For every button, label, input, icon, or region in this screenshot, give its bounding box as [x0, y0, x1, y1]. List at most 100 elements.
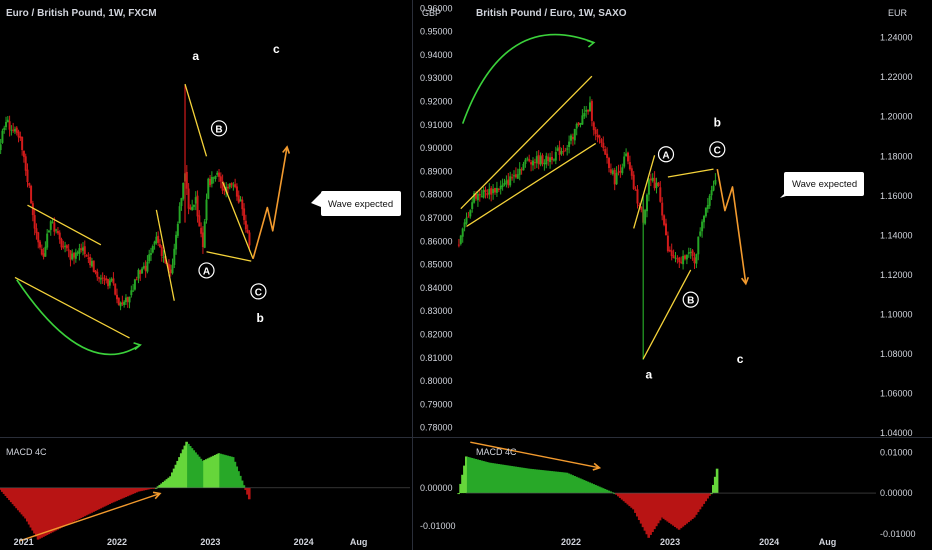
candle-body	[695, 254, 698, 264]
left-wave-labels: a B A Cb c	[192, 42, 280, 325]
macd-bar	[51, 487, 54, 533]
candle-body	[218, 172, 221, 177]
left-price-axis: 0.96000 0.95000 0.94000 0.93000 0.92000 0.910…	[420, 3, 453, 432]
candle-body	[76, 252, 79, 254]
candle-body	[35, 228, 38, 234]
candle-body	[492, 188, 495, 194]
candle-body	[101, 277, 104, 279]
candle-body	[83, 246, 86, 255]
macd-bar	[45, 487, 49, 536]
macd-bar	[560, 472, 563, 494]
macd-bar	[639, 493, 643, 524]
macd-bar	[42, 487, 45, 537]
macd-bar	[599, 487, 603, 494]
macd-bar	[176, 460, 179, 488]
macd-bar	[196, 454, 199, 488]
macd-tick-label: 0.00000	[420, 483, 453, 493]
candle-body	[105, 278, 108, 281]
candle-body	[216, 172, 219, 175]
candle-body	[150, 253, 153, 255]
macd-bar	[552, 471, 555, 494]
candle-body	[459, 235, 462, 244]
candle-body	[585, 109, 588, 112]
macd-bar	[128, 487, 131, 496]
time-tick-label: 2023	[200, 537, 220, 547]
candle-body	[693, 257, 696, 264]
candle-body	[499, 185, 502, 190]
macd-divergence-arrow	[470, 441, 600, 469]
macd-bar	[677, 493, 681, 530]
macd-bar	[131, 487, 135, 494]
candle-body	[541, 154, 544, 164]
macd-tick-label: -0.01000	[880, 529, 916, 539]
candle-body	[457, 244, 460, 246]
candle-body	[562, 151, 565, 153]
macd-bar	[68, 487, 72, 524]
macd-bar	[212, 455, 215, 488]
macd-bar	[77, 487, 81, 519]
candle-body	[96, 271, 99, 278]
macd-bar	[592, 484, 595, 494]
price-tick-label: 0.81000	[420, 353, 453, 363]
candle-body	[3, 127, 6, 130]
left-drawings	[14, 83, 291, 542]
macd-bar	[205, 459, 208, 488]
candle-body	[214, 176, 217, 179]
macd-bar	[174, 464, 178, 488]
price-tick-label: 0.90000	[420, 143, 453, 153]
macd-bar	[226, 455, 230, 488]
candle-body	[110, 279, 113, 281]
candle-body	[196, 195, 199, 217]
macd-bar	[702, 493, 706, 504]
candle-body	[239, 199, 242, 202]
macd-bar	[0, 487, 2, 490]
candle-body	[162, 256, 165, 258]
candle-body	[171, 264, 174, 274]
price-tick-label: 1.06000	[880, 389, 913, 399]
macd-bar	[624, 493, 628, 503]
macd-bar	[208, 457, 212, 488]
candle-body	[69, 250, 72, 260]
macd-bar	[700, 493, 704, 507]
macd-bar	[199, 458, 203, 488]
macd-bar	[136, 487, 140, 492]
trendline	[206, 251, 252, 262]
macd-bar	[192, 450, 196, 488]
green-arrow-curve	[16, 279, 141, 356]
macd-bar	[17, 487, 20, 511]
macd-bar	[156, 486, 160, 488]
right-chart-panel[interactable]: 1.24000 1.22000 1.20000 1.18000 1.16000 1.140…	[457, 33, 916, 547]
candle-body	[564, 150, 567, 152]
candle-body	[638, 204, 641, 206]
macd-bar	[590, 483, 593, 494]
candle-body	[505, 180, 508, 184]
price-tick-label: 0.96000	[420, 3, 453, 13]
macd-bar	[679, 493, 683, 529]
macd-bar	[660, 493, 664, 518]
candle-body	[65, 245, 68, 249]
macd-bar	[94, 487, 97, 511]
price-tick-label: 1.04000	[880, 428, 913, 438]
candle-body	[587, 109, 590, 112]
candle-body	[480, 196, 483, 198]
candle-body	[185, 171, 188, 189]
candle-body	[469, 210, 472, 217]
green-arrow-curve	[461, 33, 595, 124]
trendline	[633, 155, 656, 229]
price-tick-label: 1.16000	[880, 191, 913, 201]
macd-bar	[4, 487, 8, 496]
left-chart-panel[interactable]: 0.96000 0.95000 0.94000 0.93000 0.92000 0.910…	[0, 3, 456, 547]
macd-bar	[531, 469, 535, 494]
macd-bar	[86, 487, 90, 515]
macd-bar	[463, 465, 466, 494]
candle-body	[710, 190, 713, 196]
candle-body	[513, 175, 515, 177]
macd-bar	[668, 493, 671, 523]
macd-bar	[122, 487, 126, 498]
candle-body	[704, 207, 707, 217]
macd-bar	[144, 487, 147, 491]
macd-bar	[2, 487, 6, 494]
wave-label: a	[192, 49, 199, 63]
candle-body	[89, 257, 92, 266]
